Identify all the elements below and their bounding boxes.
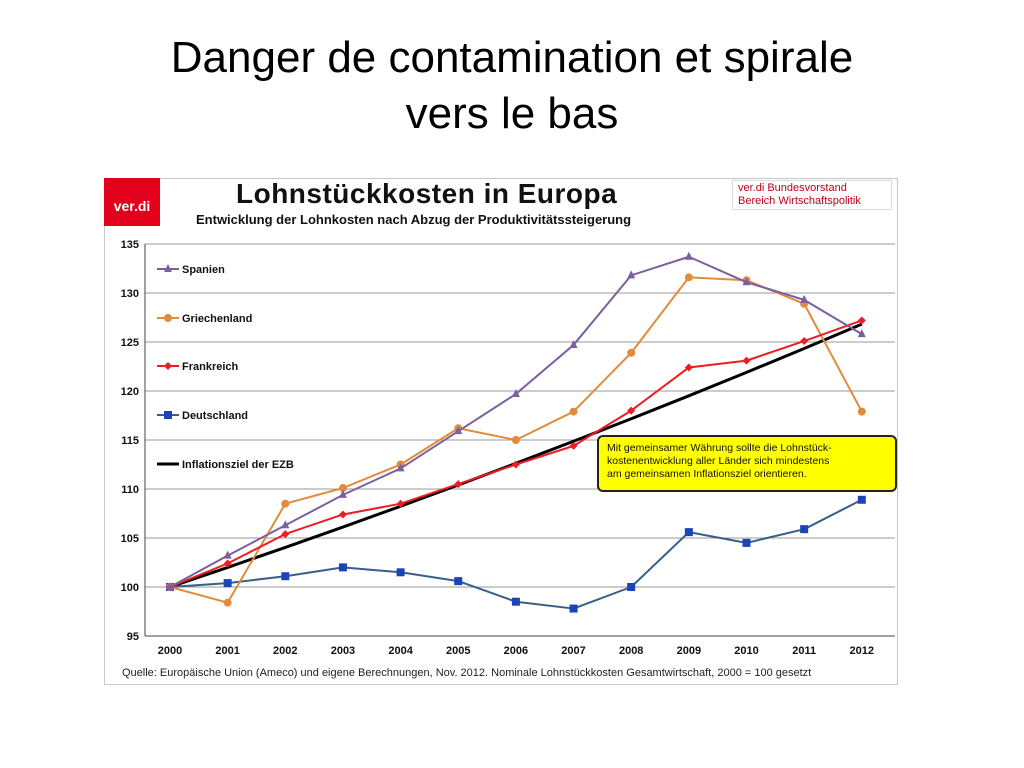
x-tick-label: 2006 [504, 645, 528, 657]
credit-line-1: ver.di Bundesvorstand [738, 182, 847, 194]
data-point-frankreich [569, 441, 578, 450]
data-point-spanien [396, 463, 405, 472]
legend-label-inflationsziel-der-ezb: Inflationsziel der EZB [182, 459, 294, 471]
data-point-deutschland [627, 583, 636, 591]
y-tick-label: 100 [121, 582, 139, 594]
data-point-spanien [511, 388, 520, 397]
annotation-line-1: Mit gemeinsamer Währung sollte die Lohns… [607, 442, 832, 454]
data-point-frankreich [800, 337, 809, 346]
series-line-deutschland [169, 498, 863, 610]
x-tick-label: 2009 [677, 645, 701, 657]
data-point-frankreich [857, 316, 866, 325]
data-point-frankreich [627, 406, 636, 415]
data-point-spanien [338, 489, 347, 498]
data-point-griechenland [223, 598, 232, 607]
data-point-spanien [454, 426, 463, 435]
x-tick-label: 2011 [792, 645, 816, 657]
data-point-griechenland [857, 407, 866, 416]
x-tick-label: 2004 [388, 645, 413, 657]
verdi-logo: ver.di [104, 178, 160, 226]
legend-marker-griechenland [164, 314, 172, 322]
data-point-deutschland [742, 538, 751, 547]
legend-marker-deutschland [164, 411, 172, 419]
slide-title: Danger de contamination et spirale vers … [0, 30, 1024, 142]
legend-label-spanien: Spanien [182, 264, 225, 276]
data-point-deutschland [338, 563, 347, 572]
data-point-frankreich [742, 356, 751, 365]
data-point-spanien [684, 251, 693, 260]
y-tick-label: 135 [121, 239, 139, 251]
chart-subtitle: Entwicklung der Lohnkosten nach Abzug de… [196, 212, 632, 227]
line-chart: 95 100 105 110 115 120 125 130 135 2000 2001 2002 20… [121, 239, 895, 657]
data-point-frankreich [338, 510, 347, 519]
legend-marker-frankreich [164, 362, 172, 370]
data-point-deutschland [281, 572, 290, 581]
data-point-spanien [223, 550, 232, 559]
slide-title-line-1: Danger de contamination et spirale [170, 33, 854, 82]
data-point-frankreich [511, 460, 520, 469]
legend-label-deutschland: Deutschland [182, 410, 248, 422]
data-point-frankreich [281, 530, 290, 539]
x-tick-label: 2003 [331, 645, 355, 657]
annotation-callout: Mit gemeinsamer Währung sollte die Lohns… [597, 435, 897, 492]
data-point-frankreich [684, 363, 693, 372]
x-tick-label: 2010 [734, 645, 758, 657]
data-point-deutschland [454, 577, 463, 586]
credit-line-2: Bereich Wirtschaftspolitik [738, 195, 861, 207]
y-tick-label: 120 [121, 386, 139, 398]
x-tick-label: 2005 [446, 645, 470, 657]
data-point-deutschland [684, 528, 693, 537]
y-tick-label: 95 [127, 631, 139, 643]
data-point-griechenland [281, 499, 290, 508]
data-point-griechenland [684, 273, 693, 282]
x-tick-label: 2007 [561, 645, 585, 657]
data-point-frankreich [396, 499, 405, 508]
x-tick-label: 2012 [850, 645, 874, 657]
x-tick-label: 2008 [619, 645, 643, 657]
chart-title: Lohnstückkosten in Europa [236, 178, 618, 209]
x-tick-label: 2001 [215, 645, 239, 657]
data-point-frankreich [223, 559, 232, 568]
legend-label-frankreich: Frankreich [182, 361, 239, 373]
logo-text: ver.di [113, 198, 151, 214]
y-tick-label: 115 [121, 435, 139, 447]
x-tick-label: 2002 [273, 645, 297, 657]
x-tick-label: 2000 [158, 645, 182, 657]
series-line-spanien [169, 255, 863, 588]
legend-marker-spanien [164, 264, 172, 272]
y-tick-label: 130 [121, 288, 139, 300]
data-point-spanien [800, 294, 809, 303]
data-point-griechenland [511, 436, 520, 444]
data-point-spanien [166, 582, 174, 590]
data-point-griechenland [627, 348, 636, 357]
chart-frame [104, 178, 898, 685]
y-tick-label: 125 [121, 337, 139, 349]
data-point-deutschland [223, 579, 232, 588]
data-point-spanien [742, 277, 751, 286]
annotation-line-3: am gemeinsamen Inflationsziel orientiere… [607, 468, 807, 480]
data-point-griechenland [569, 407, 578, 416]
data-point-frankreich [454, 480, 463, 489]
annotation-line-2: kostenentwicklung aller Länder sich mind… [607, 455, 830, 467]
data-point-spanien [569, 339, 578, 348]
data-point-deutschland [569, 604, 578, 613]
data-point-spanien [627, 270, 636, 279]
y-tick-label: 105 [121, 533, 139, 545]
legend-label-griechenland: Griechenland [182, 313, 252, 325]
data-point-griechenland [338, 484, 347, 493]
credit-box: ver.di Bundesvorstand Bereich Wirtschaft… [732, 180, 892, 210]
data-point-deutschland [511, 597, 520, 606]
slide-title-line-2: vers le bas [405, 89, 619, 138]
data-point-spanien [281, 520, 290, 529]
data-point-deutschland [396, 568, 405, 577]
y-tick-label: 110 [121, 484, 139, 496]
data-point-deutschland [800, 525, 809, 534]
data-point-spanien [857, 329, 866, 338]
source-note: Quelle: Europäische Union (Ameco) und ei… [122, 667, 812, 679]
data-point-deutschland [857, 495, 866, 504]
